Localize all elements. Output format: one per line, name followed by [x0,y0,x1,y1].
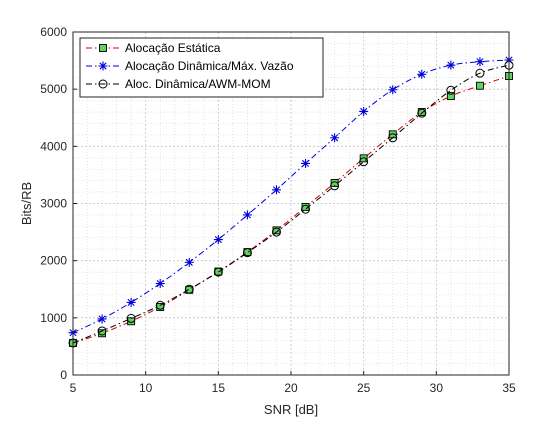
data-point [475,81,484,90]
y-tick-label: 1000 [40,311,67,325]
x-tick-label: 35 [502,381,516,395]
series-line [72,59,510,334]
data-point [126,313,136,323]
data-point [330,181,340,191]
data-point [359,157,369,167]
x-tick-label: 5 [70,381,77,395]
y-tick-label: 2000 [40,254,67,268]
axis-ticks: 5 10 15 20 25 30 35 0 1000 2000 3000 4000 5000 6000 [40,25,516,395]
legend-entry: Aloc. Dinâmica/AWM-MOM [86,77,271,91]
x-tick-label: 15 [212,381,226,395]
data-point [97,326,107,336]
data-point [126,297,136,307]
data-point [388,133,398,143]
x-tick-label: 30 [430,381,444,395]
legend-label: Alocação Dinâmica/Máx. Vazão [125,59,294,73]
data-point [242,248,252,258]
data-point [213,235,223,245]
data-point [475,68,485,78]
data-point [242,210,252,220]
data-point [271,185,281,195]
data-point [155,300,165,310]
y-tick-label: 3000 [40,197,67,211]
y-tick-label: 5000 [40,82,67,96]
data-point [127,317,136,326]
x-tick-label: 25 [357,381,371,395]
legend-box [79,37,324,98]
data-point [213,267,223,277]
legend-marker [99,44,107,52]
y-tick-label: 4000 [40,139,67,153]
series-aloc-dinamica-awm-mom [68,60,514,348]
data-point [417,69,427,79]
legend: Alocação Estática Alocação Dinâmica/Máx. … [79,37,324,98]
data-point [446,92,455,100]
data-point [388,85,398,95]
data-point [475,57,485,67]
legend-marker [98,79,108,89]
data-point [330,133,340,143]
data-point [271,227,281,237]
data-point [359,106,369,116]
y-tick-label: 6000 [40,25,67,39]
data-point [446,85,456,95]
legend-entry: Alocação Estática [86,41,221,55]
data-point [417,108,427,118]
legend-label: Alocação Estática [125,41,221,55]
data-point [301,158,311,168]
x-axis-title: SNR [dB] [264,402,318,417]
legend-marker [98,61,108,71]
legend-entries: Alocação Estática Alocação Dinâmica/Máx. … [86,41,294,91]
data-point [184,257,194,267]
y-tick-label: 0 [60,368,67,382]
data-point [446,60,456,70]
data-point [301,204,311,214]
data-point [184,284,194,294]
series-line [72,75,510,344]
data-point [155,279,165,289]
x-tick-label: 10 [139,381,153,395]
legend-label: Aloc. Dinâmica/AWM-MOM [125,77,271,91]
x-tick-label: 20 [284,381,298,395]
legend-entry: Alocação Dinâmica/Máx. Vazão [86,59,294,73]
y-axis-title: Bits/RB [19,182,34,225]
data-point [359,154,368,163]
data-point [97,314,107,324]
